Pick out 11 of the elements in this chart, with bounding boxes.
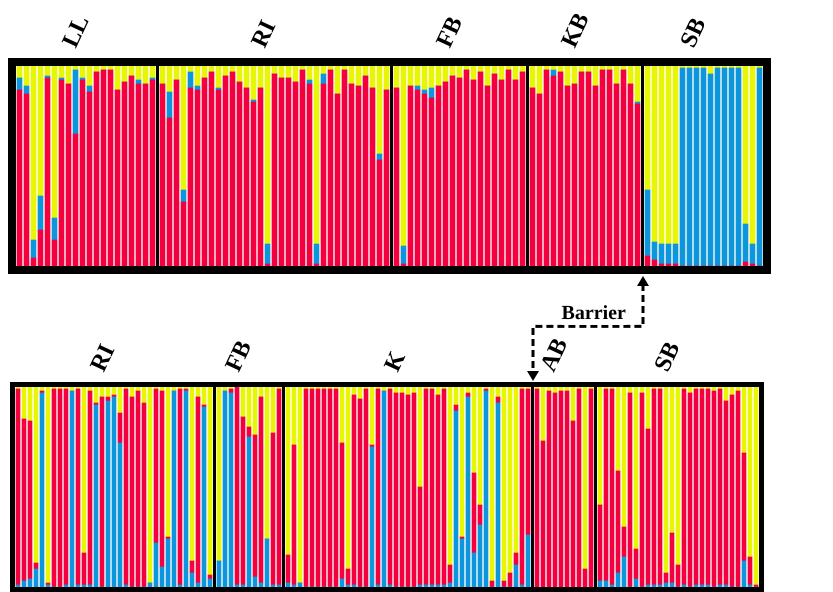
text: Barrier <box>562 302 626 326</box>
chart-title: FB <box>431 12 468 52</box>
chart-title: AB <box>536 334 574 376</box>
chart-title: SB <box>650 338 686 376</box>
chart-title: LL <box>58 12 96 52</box>
chart-title: RI <box>86 340 122 376</box>
chart-title: FB <box>220 336 258 376</box>
chart-title: K <box>380 348 412 376</box>
chart-title: SB <box>675 14 712 52</box>
chart-title: KB <box>556 9 596 52</box>
chart-title: RI <box>246 16 282 52</box>
